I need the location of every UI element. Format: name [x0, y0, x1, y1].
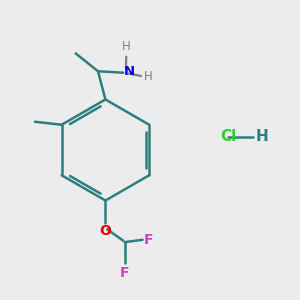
Text: N: N [124, 65, 135, 78]
Text: H: H [122, 40, 131, 53]
Text: H: H [144, 70, 152, 83]
Text: Cl: Cl [220, 128, 236, 143]
Text: O: O [100, 224, 111, 238]
Text: F: F [120, 266, 130, 280]
Text: F: F [144, 233, 154, 247]
Text: H: H [256, 128, 268, 143]
